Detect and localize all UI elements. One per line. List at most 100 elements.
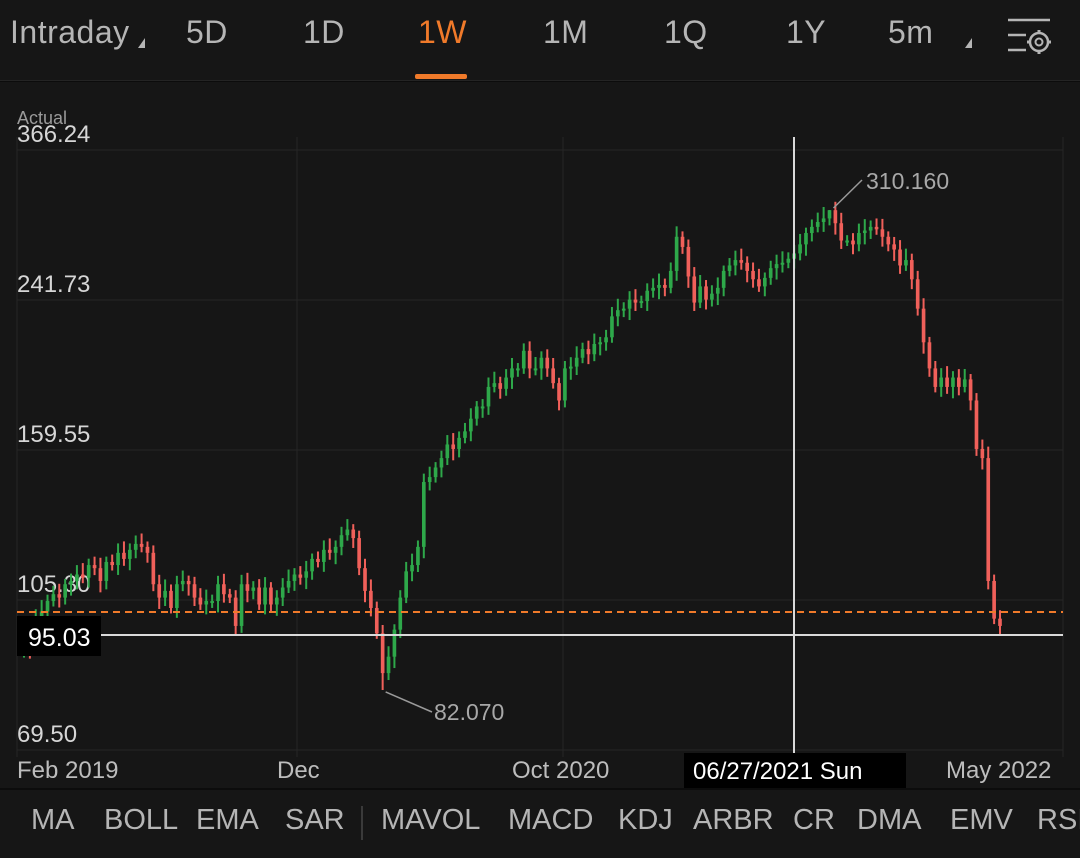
candle-body [551,368,555,384]
candle-body [539,357,544,369]
indicator-mavol[interactable]: MAVOL [381,804,481,836]
indicator-separator [361,806,363,840]
candle-body [380,633,385,674]
candle-body [186,580,191,585]
indicator-boll[interactable]: BOLL [104,804,179,836]
candle-body [574,357,579,367]
indicator-kdj[interactable]: KDJ [618,804,673,836]
candle-body [151,552,156,585]
candle-body [463,431,467,438]
price-chart[interactable]: 366.24 241.73 159.55 105.30 69.50 310.160 82.… [0,82,1080,788]
candle-body [404,571,408,598]
candle-body [128,549,132,559]
candle-body [298,574,303,578]
indicator-rsi[interactable]: RSI [1037,804,1080,836]
candle-body [945,377,949,387]
candle-body [604,337,608,343]
candle-body [63,584,67,598]
indicator-macd[interactable]: MACD [508,804,594,836]
candle-body [263,587,267,605]
max-annotation-leader [832,179,863,209]
candle-body [751,270,755,280]
candle-body [563,368,567,401]
candle-body [892,244,896,250]
candle-body [451,444,456,449]
candle-body [933,368,938,387]
tab-1d[interactable]: 1D [303,14,345,50]
candle-body [610,316,614,338]
candle-body [733,260,738,266]
candle-body [110,561,115,566]
chart-settings-icon[interactable] [1004,14,1054,58]
tab-5m[interactable]: 5m [888,14,934,50]
candle-body [668,270,673,288]
tab-intraday[interactable]: Intraday [10,14,130,50]
candle-body [257,587,262,605]
candle-body [57,594,62,598]
min-price-label: 82.070 [434,699,504,725]
candle-body [904,260,908,266]
indicator-ma[interactable]: MA [31,804,75,836]
5m-dropdown-caret-icon[interactable] [965,38,972,48]
candle-body [980,448,985,459]
indicator-arbr[interactable]: ARBR [693,804,774,836]
crosshair-value-label: 95.03 [28,624,91,652]
candle-body [798,244,802,254]
candle-body [498,383,503,389]
candle-body [909,260,914,280]
candle-body [133,543,138,550]
candle-body [345,529,350,536]
candle-body [386,656,391,674]
candle-body [439,458,444,468]
candle-body [951,377,955,387]
candle-body [521,350,526,369]
candle-body [598,342,603,345]
tab-1w[interactable]: 1W [418,14,467,50]
candle-body [139,543,144,547]
indicator-ema[interactable]: EMA [196,804,259,836]
candle-body [845,240,849,243]
candle-body [175,584,179,608]
x-tick-label: May 2022 [946,757,1051,784]
candle-body [169,590,173,608]
tab-1m[interactable]: 1M [543,14,589,50]
indicator-sar[interactable]: SAR [285,804,345,836]
candle-body [198,597,203,605]
candle-body [516,368,520,371]
candle-body [686,246,691,277]
tab-1q[interactable]: 1Q [664,14,708,50]
crosshair-date-box [684,753,906,788]
candle-body [680,236,685,247]
candle-body [633,299,638,303]
candle-body [210,601,214,604]
indicator-cr[interactable]: CR [793,804,835,836]
y-tick-label: 366.24 [17,121,90,148]
candle-body [157,584,162,598]
tab-1y[interactable]: 1Y [786,14,827,50]
candle-body [180,580,185,585]
candle-body [962,379,967,387]
candle-body [639,301,644,304]
intraday-dropdown-caret-icon[interactable] [138,38,145,48]
indicator-emv[interactable]: EMV [950,804,1013,836]
timeframe-tab-bar: Intraday 5D 1D 1W 1M 1Q 1Y 5m [0,0,1080,81]
candle-body [492,383,497,387]
candle-body [986,458,991,581]
candle-body [45,601,50,612]
candle-body [304,571,309,578]
indicator-dma[interactable]: DMA [857,804,922,836]
tab-5d[interactable]: 5D [186,14,228,50]
candle-body [592,343,597,355]
active-tab-indicator [415,74,467,79]
candle-body [39,611,44,619]
candle-body [898,249,902,266]
candle-body [774,264,779,269]
candle-body [768,268,773,278]
candle-body [504,377,508,389]
candle-body [216,584,220,602]
candle-body [586,349,591,355]
chart-overlay: 310.160 82.070 95.03 Feb 2019 Dec Oct 2020 May… [17,137,1063,788]
candle-body [715,287,720,294]
